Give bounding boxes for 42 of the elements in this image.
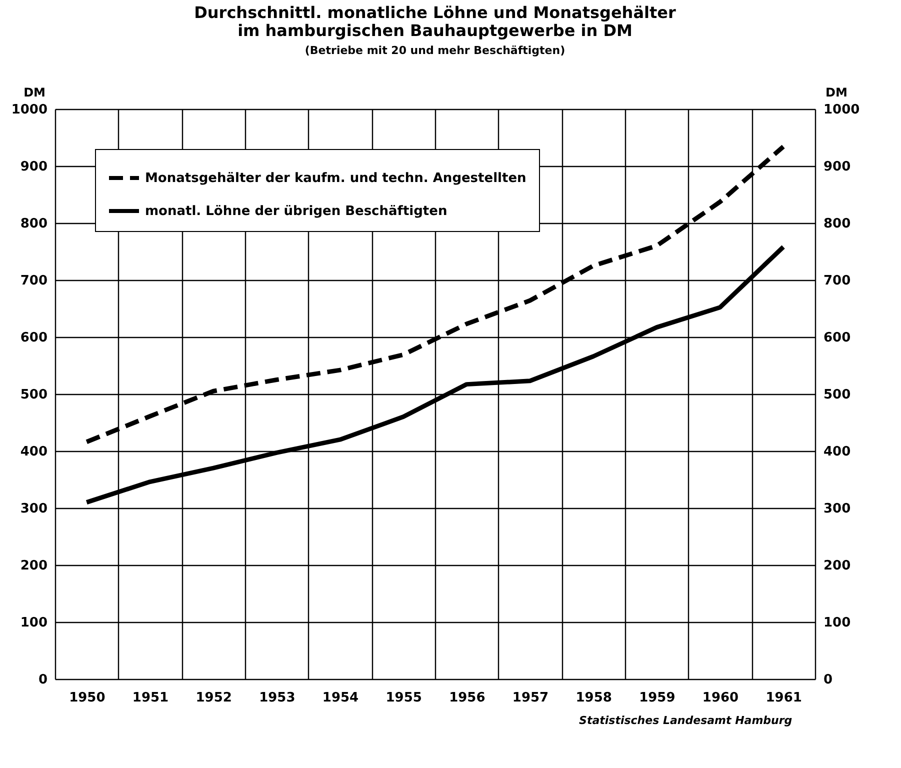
chart-subtitle: (Betriebe mit 20 und mehr Beschäftigten) (304, 44, 566, 57)
y2-tick-label: 600 (824, 330, 851, 346)
x-tick-label: 1961 (766, 690, 802, 706)
text: im hamburgischen Bauhauptgewerbe in DM (238, 21, 632, 40)
x-tick-label: 1955 (386, 690, 422, 706)
y-tick-label: 1000 (11, 102, 48, 118)
y2-tick-label: 800 (824, 216, 851, 232)
x-tick-label: 1952 (196, 690, 232, 706)
x-tick-label: 1953 (259, 690, 296, 706)
y-tick-label: 400 (20, 444, 48, 460)
y2-tick-label: 200 (824, 558, 851, 574)
x-tick-label: 1954 (322, 690, 359, 706)
x-tick-label: 1951 (132, 690, 169, 706)
y-tick-label: 100 (20, 616, 48, 630)
y2-tick-label: 100 (824, 616, 851, 630)
y2-tick-label: 300 (824, 502, 851, 516)
y-axis-title: DM (24, 86, 46, 100)
x-tick-label: 1958 (576, 690, 612, 706)
y2-tick-label: 400 (824, 444, 851, 460)
x-tick-label: 1950 (69, 690, 106, 706)
y2-tick-label: 700 (824, 274, 851, 288)
y2-tick-label: 900 (824, 160, 851, 174)
legend-label: monatl. Löhne der übrigen Beschäftigten (145, 204, 448, 219)
x-tick-label: 1956 (449, 690, 486, 706)
y-tick-label: 0 (38, 672, 48, 688)
y-tick-label: 600 (20, 330, 48, 346)
text: Statistisches Landesamt Hamburg (579, 714, 792, 727)
y-tick-label: 500 (20, 388, 48, 402)
y2-tick-label: 500 (824, 388, 851, 402)
x-tick-label: 1960 (702, 690, 739, 706)
x-tick-label: 1959 (639, 690, 676, 706)
text: Durchschnittl. monatliche Löhne und Monatsgehälter (194, 3, 676, 22)
x-tick-label: 1957 (512, 690, 549, 706)
y-tick-label: 800 (20, 216, 48, 232)
y-tick-label: 900 (20, 160, 48, 174)
y2-axis-title: DM (826, 86, 848, 100)
y2-tick-label: 1000 (824, 102, 860, 118)
y-tick-label: 700 (20, 274, 48, 288)
y2-tick-label: 0 (824, 672, 833, 688)
y-tick-label: 200 (20, 558, 48, 574)
legend-label: Monatsgehälter der kaufm. und techn. Angestellten (145, 171, 526, 186)
y-tick-label: 300 (20, 502, 48, 516)
